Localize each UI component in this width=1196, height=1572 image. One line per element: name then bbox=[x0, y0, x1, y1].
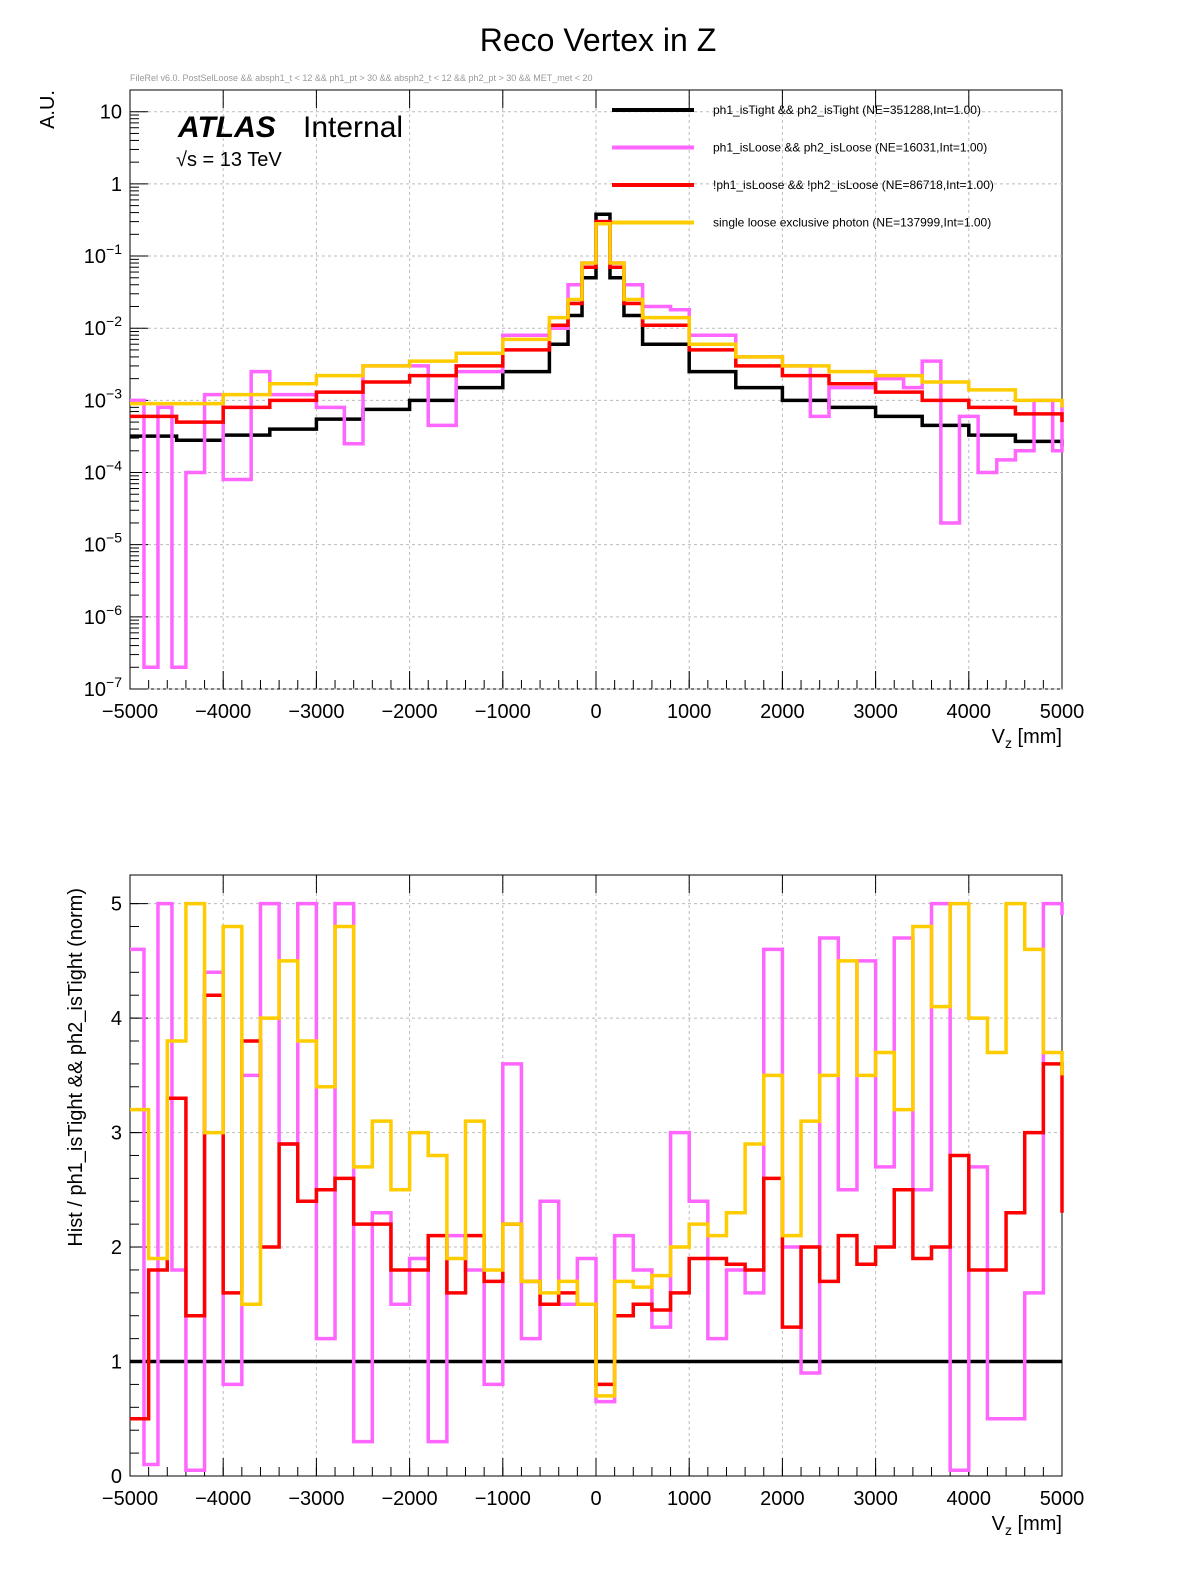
x-tick-label-1-4: −1000 bbox=[475, 1488, 531, 1510]
legend-label-3: single loose exclusive photon (NE=137999… bbox=[713, 216, 991, 230]
y-tick-label-0: 10−7 bbox=[84, 674, 122, 701]
x-tick-label-1-0: −5000 bbox=[102, 1488, 158, 1510]
x-tick-label-1-7: 2000 bbox=[760, 1488, 805, 1510]
y-tick-label-1: 4 bbox=[111, 1008, 122, 1030]
atlas-internal-label: Internal bbox=[303, 111, 403, 144]
energy-label: √s = 13 TeV bbox=[176, 149, 282, 171]
y-tick-label-0: 10−3 bbox=[84, 385, 122, 412]
series-line-1-3 bbox=[130, 901, 1064, 1398]
series-line-0-3 bbox=[130, 222, 1064, 408]
x-axis-label-1: Vz [mm] bbox=[992, 1513, 1062, 1538]
x-tick-label-1-5: 0 bbox=[590, 1488, 601, 1510]
legend-label-0: ph1_isTight && ph2_isTight (NE=351288,In… bbox=[713, 103, 981, 117]
x-tick-label-0-3: −2000 bbox=[382, 701, 438, 723]
y-tick-label-1: 0 bbox=[111, 1466, 122, 1488]
x-tick-label-1-10: 5000 bbox=[1040, 1488, 1085, 1510]
series-line-1-1 bbox=[130, 901, 1064, 1473]
y-axis-label-1: Hist / ph1_isTight && ph2_isTight (norm) bbox=[65, 888, 87, 1247]
legend-label-1: ph1_isLoose && ph2_isLoose (NE=16031,Int… bbox=[713, 141, 987, 155]
atlas-label: ATLAS bbox=[177, 111, 276, 144]
x-tick-label-0-9: 4000 bbox=[947, 701, 992, 723]
x-tick-label-0-2: −3000 bbox=[288, 701, 344, 723]
plot-title: Reco Vertex in Z bbox=[479, 22, 717, 58]
x-tick-label-1-2: −3000 bbox=[288, 1488, 344, 1510]
x-tick-label-0-6: 1000 bbox=[667, 701, 712, 723]
x-tick-label-0-5: 0 bbox=[590, 701, 601, 723]
y-tick-label-1: 2 bbox=[111, 1237, 122, 1259]
x-tick-label-1-8: 3000 bbox=[853, 1488, 898, 1510]
y-axis-label-0: A.U. bbox=[37, 90, 59, 129]
x-tick-label-0-0: −5000 bbox=[102, 701, 158, 723]
x-tick-label-0-7: 2000 bbox=[760, 701, 805, 723]
x-tick-label-1-9: 4000 bbox=[947, 1488, 992, 1510]
y-tick-label-0: 10 bbox=[100, 102, 122, 124]
y-tick-label-0: 10−5 bbox=[84, 530, 122, 557]
x-tick-label-1-3: −2000 bbox=[382, 1488, 438, 1510]
y-tick-label-1: 5 bbox=[111, 894, 122, 916]
y-tick-label-1: 1 bbox=[111, 1352, 122, 1374]
x-tick-label-1-6: 1000 bbox=[667, 1488, 712, 1510]
y-tick-label-0: 10−2 bbox=[84, 313, 122, 340]
y-tick-label-0: 10−1 bbox=[84, 241, 122, 268]
legend-label-2: !ph1_isLoose && !ph2_isLoose (NE=86718,I… bbox=[713, 178, 994, 192]
y-tick-label-0: 10−4 bbox=[84, 458, 122, 485]
x-tick-label-1-1: −4000 bbox=[195, 1488, 251, 1510]
y-tick-label-0: 1 bbox=[111, 174, 122, 196]
cut-subtitle: FileRel v6.0. PostSelLoose && absph1_t <… bbox=[130, 73, 593, 83]
y-tick-label-0: 10−6 bbox=[84, 602, 122, 629]
x-tick-label-0-1: −4000 bbox=[195, 701, 251, 723]
x-tick-label-0-10: 5000 bbox=[1040, 701, 1085, 723]
y-tick-label-1: 3 bbox=[111, 1123, 122, 1145]
series-line-0-0 bbox=[130, 212, 1064, 447]
x-axis-label-0: Vz [mm] bbox=[992, 726, 1062, 751]
series-line-0-2 bbox=[130, 219, 1064, 424]
x-tick-label-0-4: −1000 bbox=[475, 701, 531, 723]
x-tick-label-0-8: 3000 bbox=[853, 701, 898, 723]
